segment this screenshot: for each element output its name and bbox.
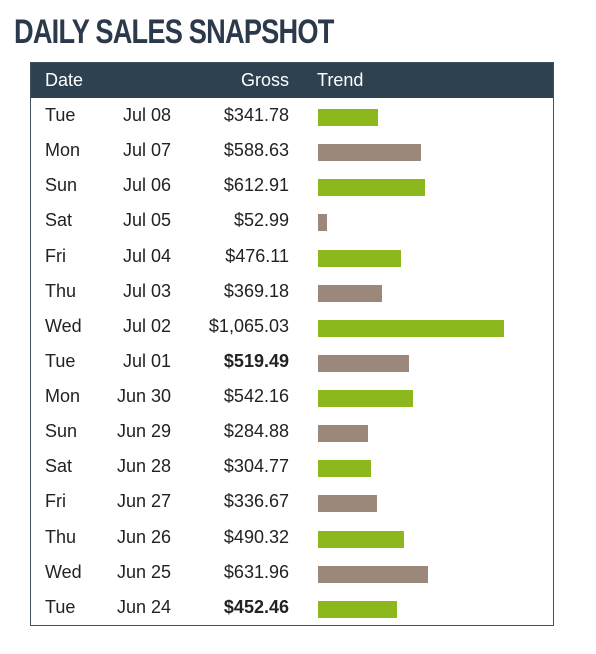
- day-cell: Tue: [45, 596, 76, 617]
- day-cell: Sat: [45, 210, 73, 231]
- gross-cell: $490.32: [223, 526, 289, 547]
- sales-table: Date Gross Trend Tue Jul 08 $341.78 Mon Jul …: [30, 62, 554, 626]
- table-row: Mon Jun 30 $542.16: [31, 379, 553, 414]
- trend-bar: [318, 565, 428, 583]
- trend-bar: [318, 460, 371, 478]
- day-cell: Tue: [45, 350, 76, 371]
- table-row: Sat Jul 05 $52.99: [31, 203, 553, 238]
- day-cell: Thu: [45, 280, 77, 301]
- gross-cell: $631.96: [223, 561, 289, 582]
- day-cell: Wed: [45, 315, 82, 336]
- trend-bar: [318, 144, 421, 162]
- table-header: Date Gross Trend: [31, 63, 553, 98]
- gross-cell: $588.63: [223, 140, 289, 161]
- gross-cell: $284.88: [223, 421, 289, 442]
- trend-bar: [318, 600, 397, 618]
- date-cell: Jul 08: [122, 105, 171, 125]
- day-cell: Wed: [45, 561, 82, 582]
- header-trend: Trend: [317, 70, 364, 90]
- trend-bar: [318, 495, 377, 513]
- day-cell: Fri: [45, 245, 66, 266]
- gross-cell: $52.99: [233, 210, 289, 231]
- gross-cell: $519.49: [223, 350, 289, 371]
- table-row: Thu Jun 26 $490.32: [31, 520, 553, 555]
- trend-bar: [318, 354, 409, 372]
- gross-cell: $1,065.03: [208, 315, 289, 336]
- header-date: Date: [45, 70, 84, 90]
- date-cell: Jun 24: [116, 596, 171, 617]
- date-cell: Jun 26: [116, 526, 171, 547]
- table-row: Mon Jul 07 $588.63: [31, 133, 553, 168]
- table-row: Fri Jul 04 $476.11: [31, 239, 553, 274]
- table-row: Tue Jul 01 $519.49: [31, 344, 553, 379]
- gross-cell: $304.77: [223, 456, 289, 477]
- day-cell: Sun: [45, 421, 78, 442]
- table-row: Thu Jul 03 $369.18: [31, 274, 553, 309]
- trend-bar: [318, 284, 382, 302]
- trend-bar: [318, 214, 327, 232]
- date-cell: Jul 03: [122, 280, 171, 301]
- date-cell: Jun 29: [116, 421, 171, 442]
- trend-bar: [318, 249, 401, 267]
- day-cell: Thu: [45, 526, 77, 547]
- trend-bar: [318, 425, 368, 443]
- table-body: Tue Jul 08 $341.78 Mon Jul 07 $588.63 Sun Jul 0…: [31, 98, 553, 625]
- table-row: Tue Jul 08 $341.78: [31, 98, 553, 133]
- date-cell: Jun 28: [116, 456, 171, 477]
- day-cell: Mon: [45, 386, 81, 406]
- day-cell: Sun: [45, 175, 78, 196]
- date-cell: Jul 05: [122, 210, 171, 231]
- gross-cell: $452.46: [223, 596, 289, 617]
- trend-bar: [318, 530, 404, 548]
- gross-cell: $336.67: [223, 491, 289, 512]
- date-cell: Jul 02: [122, 315, 171, 336]
- table-row: Wed Jun 25 $631.96: [31, 555, 553, 590]
- gross-cell: $341.78: [223, 105, 289, 125]
- gross-cell: $369.18: [223, 280, 289, 301]
- trend-bar: [318, 390, 413, 407]
- table-row: Fri Jun 27 $336.67: [31, 484, 553, 519]
- day-cell: Fri: [45, 491, 66, 512]
- trend-bar: [318, 319, 504, 337]
- gross-cell: $476.11: [225, 245, 289, 266]
- header-gross: Gross: [240, 70, 289, 90]
- date-cell: Jul 06: [122, 175, 171, 196]
- date-cell: Jul 04: [122, 245, 171, 266]
- day-cell: Sat: [45, 456, 73, 477]
- table-row: Wed Jul 02 $1,065.03: [31, 309, 553, 344]
- date-cell: Jun 27: [116, 491, 171, 512]
- table-row: Tue Jun 24 $452.46: [31, 590, 553, 625]
- page-title: DAILY SALES SNAPSHOT: [14, 13, 334, 51]
- date-cell: Jul 07: [122, 140, 171, 161]
- date-cell: Jul 01: [122, 350, 171, 371]
- table-row: Sat Jun 28 $304.77: [31, 449, 553, 484]
- table-row: Sun Jun 29 $284.88: [31, 414, 553, 449]
- trend-bar: [318, 109, 378, 126]
- day-cell: Mon: [45, 140, 81, 161]
- date-cell: Jun 25: [116, 561, 171, 582]
- gross-cell: $612.91: [223, 175, 289, 196]
- day-cell: Tue: [45, 105, 76, 125]
- gross-cell: $542.16: [223, 386, 289, 406]
- table-row: Sun Jul 06 $612.91: [31, 168, 553, 203]
- trend-bar: [318, 179, 425, 197]
- date-cell: Jun 30: [116, 386, 171, 406]
